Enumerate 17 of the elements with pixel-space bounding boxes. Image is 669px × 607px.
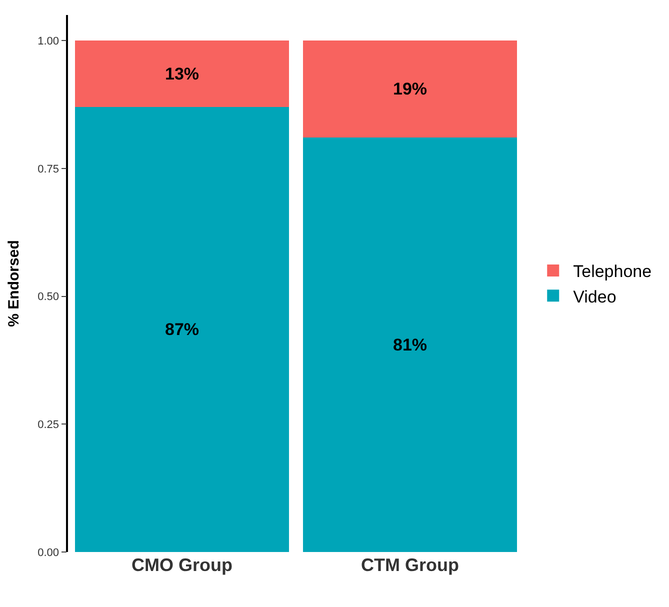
data-label: 81% — [392, 335, 428, 354]
data-label: 13% — [164, 64, 200, 84]
legend-label: Video — [573, 287, 616, 306]
y-tick-label: 1.00 — [38, 35, 60, 48]
legend-label: Telephone — [573, 262, 652, 282]
x-tick-label: CTM Group — [361, 555, 459, 575]
bar — [74, 40, 290, 108]
y-tick-label: 0.75 — [38, 163, 60, 176]
y-axis-title: % Endorsed — [5, 240, 22, 327]
x-tick-label: CMO Group — [132, 555, 232, 575]
y-tick-label: 0.50 — [38, 291, 60, 304]
bar — [302, 138, 518, 552]
bar — [302, 40, 518, 138]
data-label: 87% — [164, 320, 200, 340]
y-tick-label: 0.25 — [38, 418, 60, 431]
y-tick-label: 0.00 — [38, 546, 60, 559]
data-label: 19% — [392, 80, 428, 99]
